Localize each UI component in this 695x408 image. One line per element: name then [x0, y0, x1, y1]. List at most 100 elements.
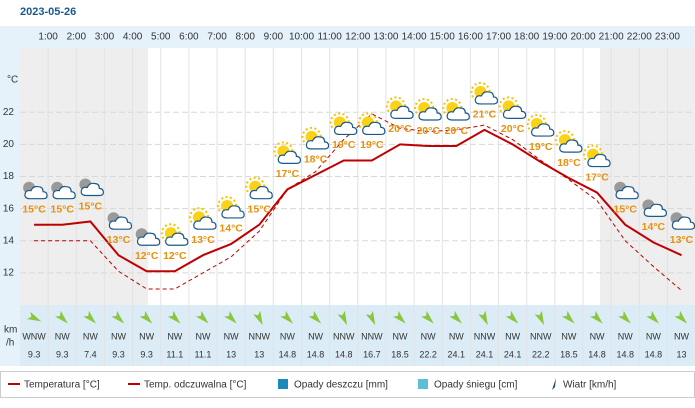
x-tick-label: 2:00: [67, 32, 87, 43]
temperature-label: 20°C: [445, 125, 469, 137]
y-tick-label: 16: [3, 203, 15, 214]
temperature-label: 19°C: [332, 139, 356, 151]
wind-direction: NW: [139, 331, 154, 341]
cloud: [559, 139, 583, 153]
wind-direction: NNW: [333, 331, 355, 341]
wind-direction: WNW: [22, 331, 46, 341]
weather-icon: [498, 96, 527, 119]
wind-arrow: [646, 310, 660, 324]
x-tick-label: 16:00: [458, 32, 483, 43]
wind-direction: NW: [561, 331, 576, 341]
wind-arrow-shape: [618, 310, 631, 324]
wind-direction: NW: [505, 331, 520, 341]
wind-arrow-shape: [111, 310, 125, 324]
y-tick-label: 18: [3, 171, 15, 182]
wind-arrow-shape: [365, 310, 376, 326]
wind-speed: 9.3: [28, 349, 41, 359]
temperature-label: 19°C: [529, 141, 553, 153]
wind-speed: 7.4: [84, 349, 97, 359]
wind-speed: 14.8: [279, 349, 297, 359]
temperature-label: 15°C: [613, 203, 637, 215]
cloud: [108, 216, 133, 230]
x-tick-label: 15:00: [430, 32, 455, 43]
x-tick-label: 11:00: [318, 32, 343, 43]
wind-arrow: [337, 310, 348, 326]
temperature-label: 13°C: [191, 234, 215, 246]
wind-unit: /h: [6, 338, 14, 349]
cloud: [502, 105, 527, 119]
x-tick-label: 23:00: [655, 32, 680, 43]
wind-arrow-shape: [392, 310, 406, 324]
legend-label: Temperatura [°C]: [24, 380, 100, 391]
weather-icon: [107, 212, 133, 230]
cloud: [249, 185, 273, 200]
temperature-label: 15°C: [22, 203, 46, 215]
temperature-label: 20°C: [416, 125, 440, 137]
wind-arrow: [449, 310, 462, 324]
cloud: [52, 185, 76, 200]
wind-arrow-shape: [421, 310, 434, 324]
temperature-label: 18°C: [557, 157, 581, 169]
wind-arrow-shape: [561, 310, 575, 324]
wind-arrow-shape: [534, 310, 545, 326]
weather-icon: [583, 144, 611, 168]
x-tick-label: 13:00: [373, 32, 398, 43]
cloud: [193, 216, 217, 230]
temperature-label: 12°C: [135, 250, 159, 262]
legend-swatch: [552, 378, 556, 390]
cloud: [587, 153, 611, 168]
wind-unit: km: [4, 325, 17, 336]
legend-swatch: [278, 379, 288, 389]
x-tick-label: 19:00: [542, 32, 567, 43]
x-tick-label: 18:00: [514, 32, 539, 43]
cloud: [221, 205, 245, 219]
wind-direction: NW: [308, 331, 323, 341]
cloud: [418, 107, 442, 121]
wind-arrow-shape: [590, 310, 603, 324]
wind-arrow: [392, 310, 406, 324]
wind-arrow-shape: [253, 310, 263, 326]
weather-icon: [470, 81, 499, 105]
x-tick-label: 5:00: [151, 32, 171, 43]
wind-arrow-shape: [674, 310, 688, 324]
weather-icon: [245, 176, 273, 200]
wind-arrow-shape: [280, 310, 294, 324]
cloud: [165, 232, 189, 246]
weather-icon: [217, 195, 245, 219]
temperature-label: 20°C: [501, 123, 525, 135]
y-tick-label: 12: [3, 268, 15, 279]
x-tick-label: 10:00: [289, 32, 314, 43]
x-tick-label: 4:00: [123, 32, 143, 43]
wind-direction: NW: [111, 331, 126, 341]
wind-speed: 13: [254, 349, 264, 359]
wind-arrow-shape: [505, 310, 519, 324]
x-tick-label: 20:00: [570, 32, 595, 43]
wind-arrow: [308, 310, 322, 324]
chart-title: 2023-05-26: [20, 6, 76, 18]
weather-icon: [301, 126, 330, 150]
wind-arrow: [505, 310, 519, 324]
wind-direction: NW: [224, 331, 239, 341]
wind-direction: NW: [167, 331, 182, 341]
weather-icon: [329, 112, 358, 136]
wind-arrow-shape: [337, 310, 348, 326]
wind-direction: NW: [393, 331, 408, 341]
temperature-label: 14°C: [219, 223, 243, 235]
wind-direction: NW: [421, 331, 436, 341]
x-tick-label: 8:00: [235, 32, 255, 43]
x-tick-label: 17:00: [486, 32, 511, 43]
temperature-label: 20°C: [388, 123, 412, 135]
wind-arrow-shape: [139, 310, 153, 324]
wind-speed: 24.1: [504, 349, 522, 359]
temperature-label: 17°C: [276, 168, 300, 180]
temperature-label: 19°C: [360, 139, 384, 151]
wind-speed: 13: [226, 349, 236, 359]
wind-arrow-shape: [646, 310, 660, 324]
wind-arrow-shape: [478, 310, 488, 326]
wind-arrow: [55, 310, 68, 324]
wind-direction: NW: [449, 331, 464, 341]
wind-speed: 22.2: [419, 349, 437, 359]
x-tick-label: 3:00: [95, 32, 115, 43]
weather-icon: [23, 181, 48, 200]
weather-icon: [526, 114, 555, 137]
